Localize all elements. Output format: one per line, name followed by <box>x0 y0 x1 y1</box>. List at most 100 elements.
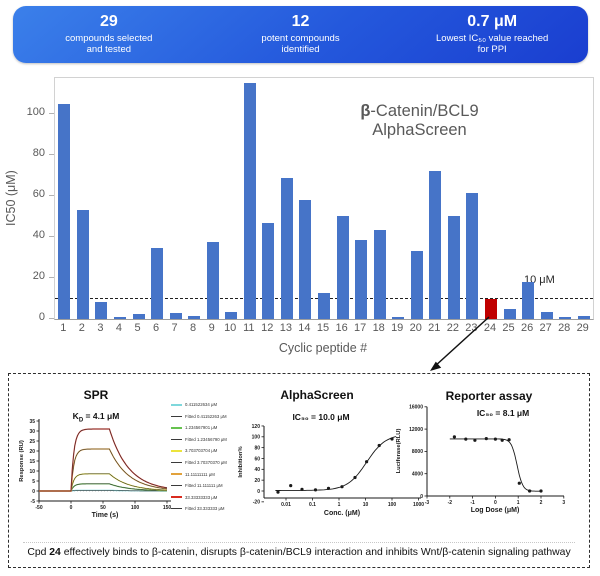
x-tick-label: 26 <box>520 322 534 334</box>
tick-label: 100 <box>252 435 261 441</box>
x-tick-label: 18 <box>372 322 385 334</box>
x-tick-label: 22 <box>446 322 460 334</box>
tick-label: 25 <box>29 439 35 445</box>
stat-caption: compounds selected and tested <box>65 32 153 55</box>
x-tick-label: 5 <box>134 322 141 334</box>
results-panel: -5 0 5 10 15 20 25 30 35 -50 0 50 100 150 Time (s) Resp… <box>8 373 590 568</box>
tick-label: 0 <box>420 494 423 500</box>
bar-peptide-29 <box>577 315 590 319</box>
bar-peptide-4 <box>113 316 126 319</box>
tick-label: 15 <box>29 459 35 465</box>
legend-label: Fitted 33.333333 μM <box>185 506 225 512</box>
x-tick-label: 10 <box>224 322 237 334</box>
tick-label: 16000 <box>409 405 423 411</box>
x-tick-label: 24 <box>483 322 497 334</box>
stat-caption: Lowest IC₅₀ value reached for PPI <box>436 32 549 55</box>
tick-label: 20 <box>29 449 35 455</box>
sensorgram-curve <box>39 428 168 492</box>
legend-item: 1.234567901 μM <box>171 422 227 434</box>
legend-item: Fitted 3.70370370 μM <box>171 457 227 469</box>
data-point <box>353 475 357 480</box>
x-tick-label: 29 <box>576 322 589 334</box>
stat-potent-compounds: 12 potent compounds identified <box>205 13 397 55</box>
legend-item: Fitted 0.41152263 μM <box>171 411 227 423</box>
tick-label: -20 <box>253 500 260 506</box>
fit-curve <box>275 436 397 491</box>
legend-item: Fitted 11.111111 μM <box>171 480 227 492</box>
data-point <box>300 487 304 491</box>
tick-label: 100 <box>388 502 397 508</box>
tick-label: 50 <box>100 505 106 511</box>
tick-label: 80 <box>254 445 260 451</box>
data-point <box>507 438 511 442</box>
legend-item: 33.33333333 μM <box>171 491 227 503</box>
tick-label: 0 <box>32 489 35 495</box>
x-tick-label: 13 <box>279 322 293 334</box>
x-tick-label: 2 <box>78 322 85 334</box>
bar-peptide-14 <box>299 200 312 319</box>
tick-label: 0 <box>494 500 497 506</box>
tick-label: 60 <box>254 456 260 462</box>
bar-peptide-2 <box>76 210 89 319</box>
data-point <box>289 484 293 488</box>
legend-swatch <box>171 415 182 417</box>
bar-peptide-18 <box>373 229 386 319</box>
data-point <box>484 437 488 441</box>
y-tick-label: 40 <box>32 229 45 241</box>
data-point <box>528 489 532 493</box>
legend-label: 0.411522634 μM <box>185 402 218 408</box>
bar-peptide-23 <box>466 192 479 319</box>
tick-label: 5 <box>32 479 35 485</box>
tick-label: 10 <box>29 469 35 475</box>
conclusion-caption: Cpd 24 effectively binds to β-catenin, d… <box>27 547 571 558</box>
y-tick-label: 20 <box>32 270 45 282</box>
x-tick-label: 19 <box>391 322 404 334</box>
tick-label: -2 <box>448 500 453 506</box>
bar-peptide-28 <box>559 316 572 319</box>
bar-peptide-17 <box>355 240 368 319</box>
x-tick-label: 25 <box>502 322 515 334</box>
legend-swatch <box>171 462 182 463</box>
tick-label: 30 <box>29 429 35 435</box>
x-tick-label: 11 <box>243 322 255 334</box>
x-tick-label: 28 <box>558 322 571 334</box>
tick-label: 0 <box>257 489 260 495</box>
x-axis-title: Log Dose (μM) <box>471 507 520 514</box>
bar-peptide-15 <box>318 293 330 319</box>
x-tick-label: 16 <box>335 322 348 334</box>
y-tick-label: 0 <box>38 311 45 323</box>
tick-label: 0.1 <box>309 502 316 508</box>
x-tick-label: 17 <box>353 322 367 334</box>
bar-peptide-6 <box>151 248 163 319</box>
legend-swatch <box>171 496 182 498</box>
y-tick-label: 100 <box>26 106 45 118</box>
bar-peptide-16 <box>336 215 349 319</box>
tick-label: 8000 <box>412 449 423 455</box>
tick-label: -1 <box>470 500 475 506</box>
x-tick-label: 21 <box>428 322 441 334</box>
main-chart-x-axis-title: Cyclic peptide # <box>278 341 368 355</box>
data-point <box>500 438 504 442</box>
tick-label: 35 <box>29 419 35 425</box>
legend-label: 1.234567901 μM <box>185 425 218 431</box>
caption-separator <box>23 542 575 543</box>
data-point <box>365 460 369 464</box>
bar-peptide-9 <box>206 242 219 319</box>
data-point <box>390 437 394 441</box>
bar-peptide-21 <box>429 171 442 319</box>
tick-label: 1 <box>338 502 341 508</box>
y-tick-mark <box>49 154 54 155</box>
legend-label: 33.33333333 μM <box>185 494 218 500</box>
tick-label: -50 <box>35 505 42 511</box>
tick-label: 0.01 <box>281 502 291 508</box>
x-tick-label: 7 <box>171 322 178 334</box>
x-axis-title: Time (s) <box>92 512 119 519</box>
bar-peptide-10 <box>225 312 238 319</box>
x-tick-label: 3 <box>97 322 104 334</box>
fitted-curve <box>39 428 168 492</box>
main-chart-x-ticks: 1 2 3 4 5 6 7 8 9 10 11 12 13 14 15 16 17 18 19 20 21 22 23 24 2… <box>54 322 592 336</box>
x-tick-label: 6 <box>152 322 160 334</box>
x-tick-label: 12 <box>261 322 274 334</box>
bar-peptide-5 <box>132 313 145 319</box>
tick-label: 0 <box>70 505 73 511</box>
